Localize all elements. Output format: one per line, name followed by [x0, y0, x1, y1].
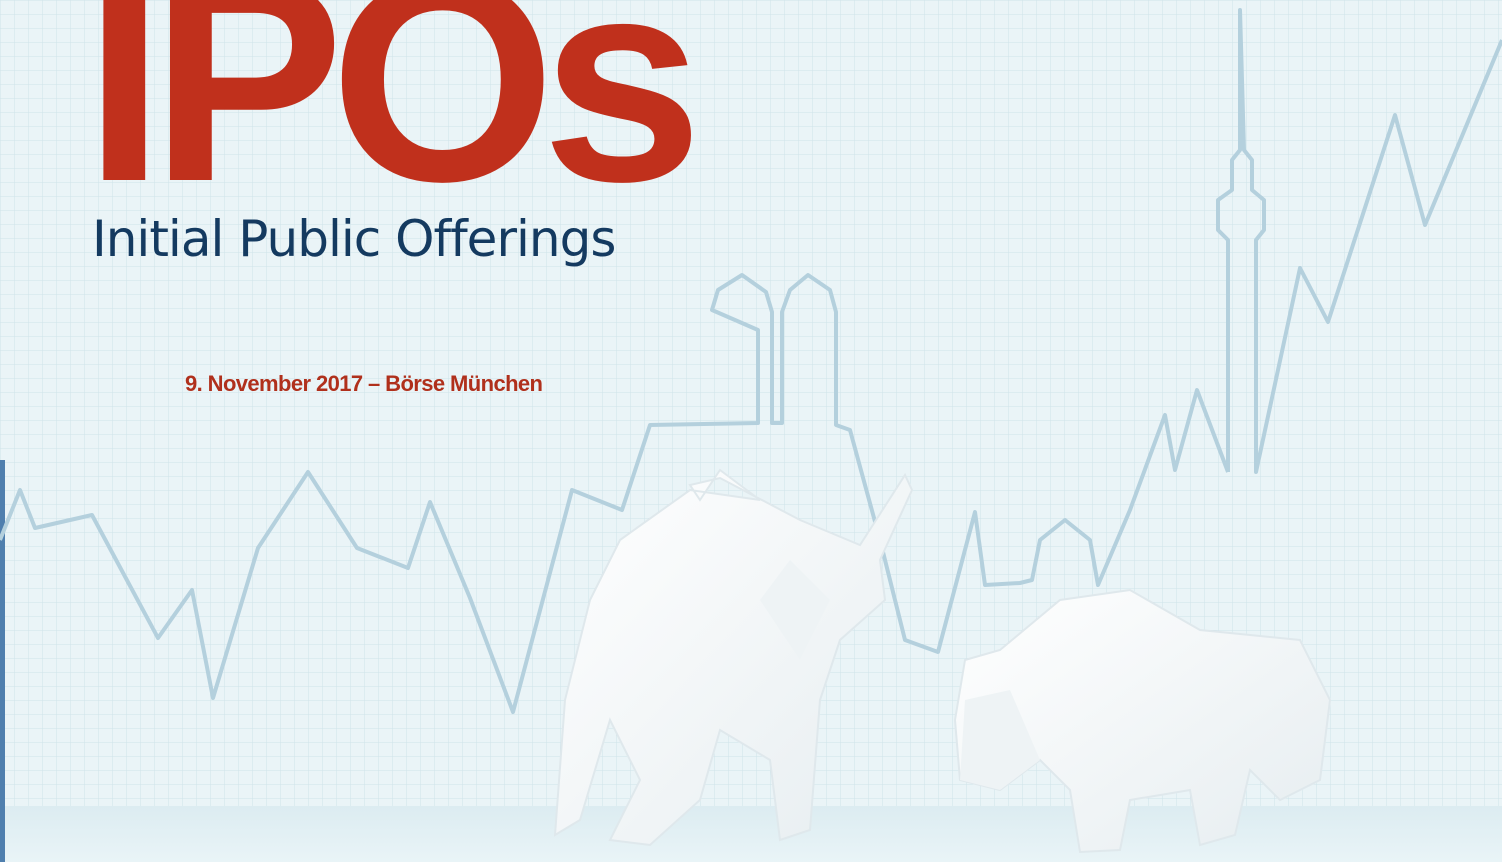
- subtitle: Initial Public Offerings: [92, 210, 615, 268]
- floor: [0, 806, 1502, 862]
- skyline-chart: [0, 8, 1502, 714]
- edge-strip: [0, 460, 5, 862]
- bull-figure: [553, 468, 914, 847]
- title: IPOs: [84, 0, 691, 242]
- bear-figure: [953, 588, 1332, 854]
- event-line: 9. November 2017 – Börse München: [185, 371, 543, 396]
